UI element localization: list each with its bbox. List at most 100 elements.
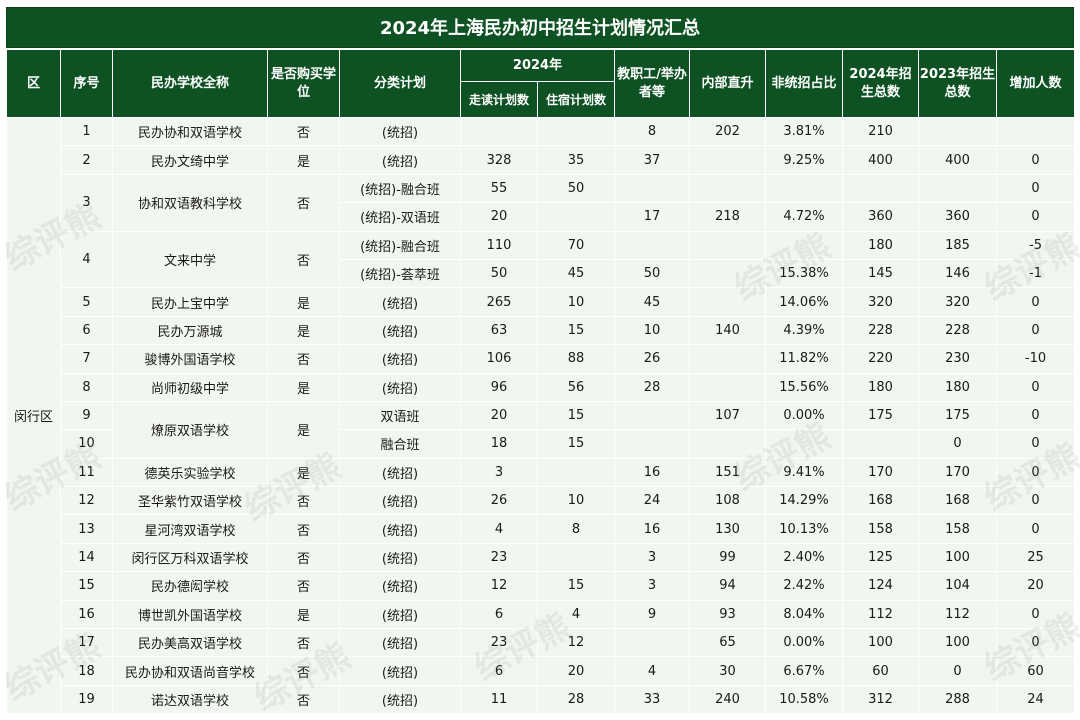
staff-cell: 3 [614,542,690,573]
board-plan-cell: 28 [537,684,615,715]
staff-cell: 16 [614,514,690,544]
increase-cell: 20 [996,571,1075,601]
board-plan-cell: 15 [537,571,615,601]
enrollment-table: 区 序号 民办学校全称 是否购买学位 分类计划 2024年 教职工/举办者等 内… [6,49,1075,715]
ratio-cell: 4.72% [765,202,843,232]
header-board-plan: 住宿计划数 [537,81,615,118]
header-buy-seat: 是否购买学位 [267,49,340,118]
header-year-2024: 2024年 [460,49,615,82]
category-cell: (统招) [339,656,461,686]
seq-cell: 19 [60,684,113,715]
seq-cell: 4 [60,230,113,289]
table-row: 5 民办上宝中学是 (统招) 265 10 45 14.06% 320 320 0 [7,287,1075,317]
seq-cell: 6 [60,315,113,346]
day-plan-cell: 50 [460,258,538,289]
ratio-cell: 2.42% [765,571,843,601]
staff-cell [614,429,690,459]
board-plan-cell [537,542,615,573]
ratio-cell: 15.38% [765,258,843,289]
increase-cell: 0 [996,315,1075,346]
staff-cell: 16 [614,457,690,488]
board-plan-cell: 88 [537,344,615,374]
ratio-cell: 0.00% [765,400,843,431]
ratio-cell: 14.06% [765,287,843,317]
ratio-cell [765,173,843,204]
day-plan-cell: 20 [460,400,538,431]
header-increase: 增加人数 [996,49,1075,118]
seq-cell: 5 [60,287,113,317]
table-row: 闵行区 1 民办协和双语学校否 (统招) 8 202 3.81% 210 [6,116,1075,715]
total-2024-cell: 124 [842,571,919,601]
buy-seat-cell: 否 [267,230,340,289]
total-2023-cell: 104 [918,571,997,601]
board-plan-cell: 8 [537,514,615,544]
header-internal: 内部直升 [689,49,766,118]
seq-cell: 7 [60,344,113,374]
category-cell: (统招) [339,457,461,488]
table-row: 16 博世凯外国语学校是 (统招) 6 4 9 93 8.04% 112 112 0 [7,599,1075,630]
increase-cell: 25 [996,542,1075,573]
internal-cell [689,230,766,260]
category-cell: (统招) [339,599,461,630]
category-cell: (统招)-荟萃班 [339,258,461,289]
header-seq: 序号 [60,49,113,118]
total-2024-cell: 312 [842,684,919,715]
ratio-cell: 15.56% [765,372,843,402]
total-2024-cell [842,173,919,204]
total-2023-cell: 168 [918,486,997,516]
buy-seat-cell: 是 [267,145,340,175]
total-2023-cell: 0 [918,429,997,459]
total-2023-cell: 100 [918,542,997,573]
school-name-cell: 民办协和双语学校 [112,116,268,147]
seq-cell: 15 [60,571,113,601]
day-plan-cell [460,116,538,147]
staff-cell: 17 [614,202,690,232]
header-school: 民办学校全称 [112,49,268,118]
category-cell: (统招)-融合班 [339,230,461,260]
total-2023-cell: 185 [918,230,997,260]
category-cell: (统招) [339,344,461,374]
board-plan-cell: 45 [537,258,615,289]
internal-cell: 99 [689,542,766,573]
total-2024-cell: 228 [842,315,919,346]
total-2024-cell: 180 [842,372,919,402]
staff-cell: 33 [614,684,690,715]
staff-cell: 9 [614,599,690,630]
board-plan-cell: 15 [537,429,615,459]
sheet-title: 2024年上海民办初中招生计划情况汇总 [6,7,1074,48]
board-plan-cell [537,457,615,488]
header-district: 区 [6,49,61,118]
increase-cell: 0 [996,145,1075,175]
total-2024-cell: 400 [842,145,919,175]
increase-cell: 0 [996,429,1075,459]
day-plan-cell: 265 [460,287,538,317]
category-cell: (统招) [339,372,461,402]
internal-cell: 130 [689,514,766,544]
day-plan-cell: 328 [460,145,538,175]
category-cell: (统招) [339,486,461,516]
day-plan-cell: 3 [460,457,538,488]
category-cell: (统招)-融合班 [339,173,461,204]
internal-cell: 218 [689,202,766,232]
ratio-cell: 8.04% [765,599,843,630]
day-plan-cell: 20 [460,202,538,232]
staff-cell: 37 [614,145,690,175]
total-2023-cell: 0 [918,656,997,686]
seq-cell: 17 [60,628,113,658]
category-cell: (统招) [339,684,461,715]
staff-cell: 28 [614,372,690,402]
day-plan-cell: 12 [460,571,538,601]
board-plan-cell: 10 [537,287,615,317]
internal-cell [689,258,766,289]
ratio-cell: 14.29% [765,486,843,516]
staff-cell: 24 [614,486,690,516]
total-2024-cell: 145 [842,258,919,289]
increase-cell: 0 [996,287,1075,317]
total-2024-cell: 360 [842,202,919,232]
day-plan-cell: 55 [460,173,538,204]
category-cell: (统招) [339,542,461,573]
day-plan-cell: 106 [460,344,538,374]
school-name-cell: 民办协和双语尚音学校 [112,656,268,686]
table-row: 7 骏博外国语学校否 (统招) 106 88 26 11.82% 220 230 -10 [7,344,1075,374]
day-plan-cell: 26 [460,486,538,516]
